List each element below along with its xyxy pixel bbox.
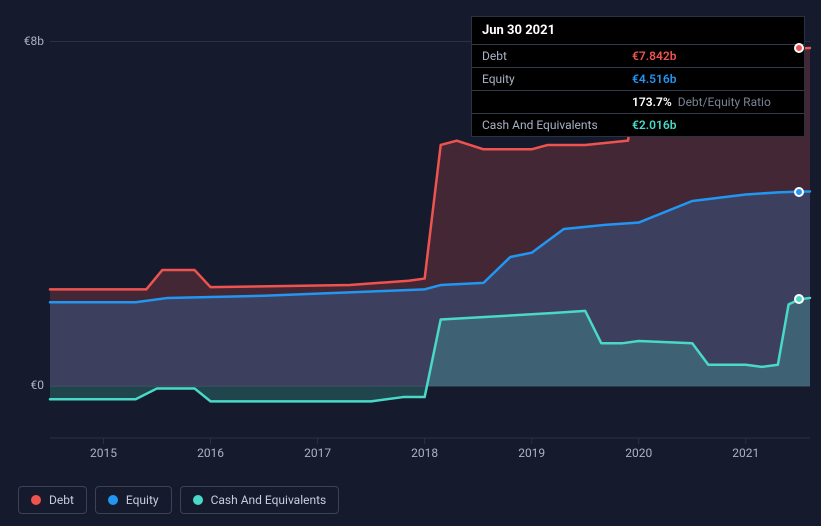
- legend-label: Cash And Equivalents: [211, 493, 327, 507]
- x-axis-label: 2016: [197, 446, 224, 460]
- tooltip-row: Equity€4.516b: [472, 67, 804, 90]
- y-axis-label: €8b: [4, 34, 44, 48]
- x-axis-label: 2019: [518, 446, 545, 460]
- tooltip-suffix: Debt/Equity Ratio: [678, 95, 771, 109]
- tooltip-row: 173.7% Debt/Equity Ratio: [472, 90, 804, 113]
- chart-tooltip: Jun 30 2021 Debt€7.842bEquity€4.516b173.…: [471, 16, 805, 137]
- tooltip-key: Equity: [482, 72, 632, 86]
- x-axis-label: 2018: [411, 446, 438, 460]
- x-axis-label: 2017: [304, 446, 331, 460]
- tooltip-value: €7.842b: [632, 49, 676, 63]
- tooltip-rows: Debt€7.842bEquity€4.516b173.7%Debt/Equit…: [472, 44, 804, 136]
- tooltip-date: Jun 30 2021: [472, 17, 804, 44]
- legend-item[interactable]: Debt: [18, 486, 87, 514]
- tooltip-key: [482, 95, 632, 109]
- tooltip-value: €4.516b: [632, 72, 676, 86]
- legend-dot-icon: [108, 495, 118, 505]
- chart-legend: Debt Equity Cash And Equivalents: [18, 486, 339, 514]
- tooltip-key: Cash And Equivalents: [482, 118, 632, 132]
- y-axis-label: €0: [4, 378, 44, 392]
- series-marker: [794, 187, 804, 197]
- tooltip-key: Debt: [482, 49, 632, 63]
- tooltip-value: 173.7%: [632, 95, 672, 109]
- series-marker: [794, 43, 804, 53]
- tooltip-row: Cash And Equivalents€2.016b: [472, 113, 804, 136]
- legend-item[interactable]: Cash And Equivalents: [180, 486, 340, 514]
- legend-dot-icon: [193, 495, 203, 505]
- tooltip-value: €2.016b: [632, 118, 676, 132]
- legend-label: Equity: [126, 493, 159, 507]
- tooltip-row: Debt€7.842b: [472, 44, 804, 67]
- series-marker: [794, 294, 804, 304]
- legend-item[interactable]: Equity: [95, 486, 172, 514]
- x-axis-label: 2015: [90, 446, 117, 460]
- legend-label: Debt: [49, 493, 74, 507]
- x-axis-label: 2020: [625, 446, 652, 460]
- legend-dot-icon: [31, 495, 41, 505]
- x-axis-label: 2021: [732, 446, 759, 460]
